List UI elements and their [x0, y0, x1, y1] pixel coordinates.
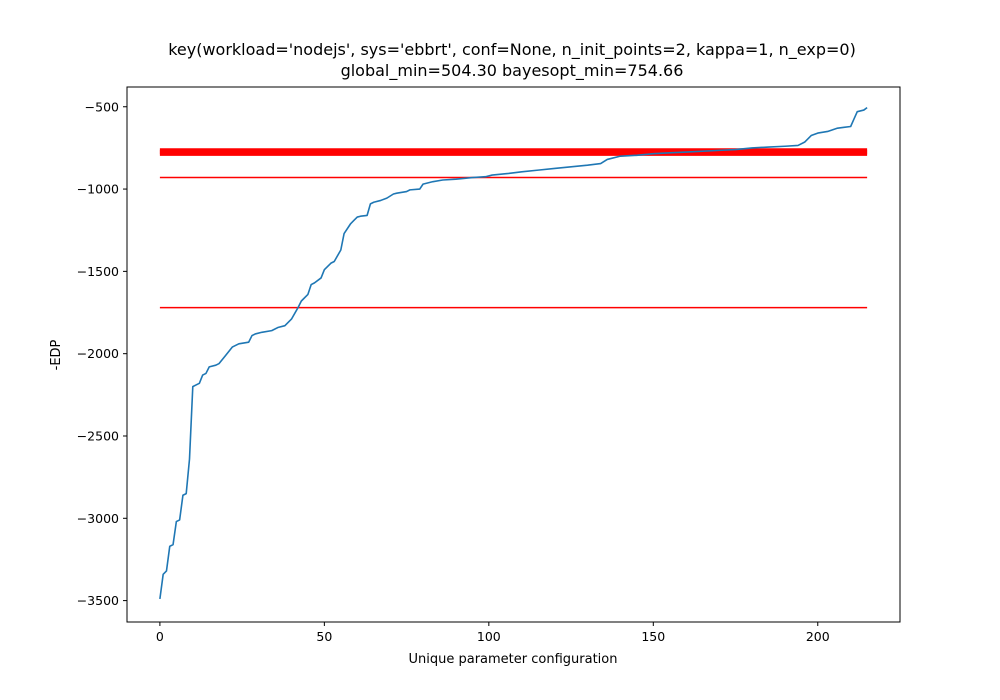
y-tick-label: −1500	[77, 264, 119, 279]
x-tick-label: 0	[156, 629, 164, 644]
y-tick-label: −3500	[77, 593, 119, 608]
y-tick-label: −500	[85, 99, 119, 114]
y-tick-label: −3000	[77, 511, 119, 526]
y-axis-label: -EDP	[49, 339, 64, 370]
series-line-0	[159, 106, 868, 600]
chart-title: key(workload='nodejs', sys='ebbrt', conf…	[168, 40, 856, 60]
y-tick-label: −2500	[77, 428, 119, 443]
x-axis-label: Unique parameter configuration	[409, 652, 618, 667]
x-tick-label: 200	[806, 629, 830, 644]
x-tick-label: 50	[316, 629, 332, 644]
x-tick-label: 150	[641, 629, 665, 644]
series-layer	[159, 106, 868, 600]
plot-frame	[126, 86, 901, 623]
y-axis-ticks: −3500 −3000 −2500 −2000 −1500 −1000 −500	[77, 99, 127, 608]
y-tick-label: −1000	[77, 182, 119, 197]
chart-subtitle: global_min=504.30 bayesopt_min=754.66	[341, 61, 684, 81]
plot-area	[127, 87, 900, 622]
y-tick-label: −2000	[77, 346, 119, 361]
x-axis-ticks: 0 50 100 150 200	[156, 622, 830, 644]
hlines-layer	[159, 148, 868, 309]
x-tick-label: 100	[477, 629, 501, 644]
